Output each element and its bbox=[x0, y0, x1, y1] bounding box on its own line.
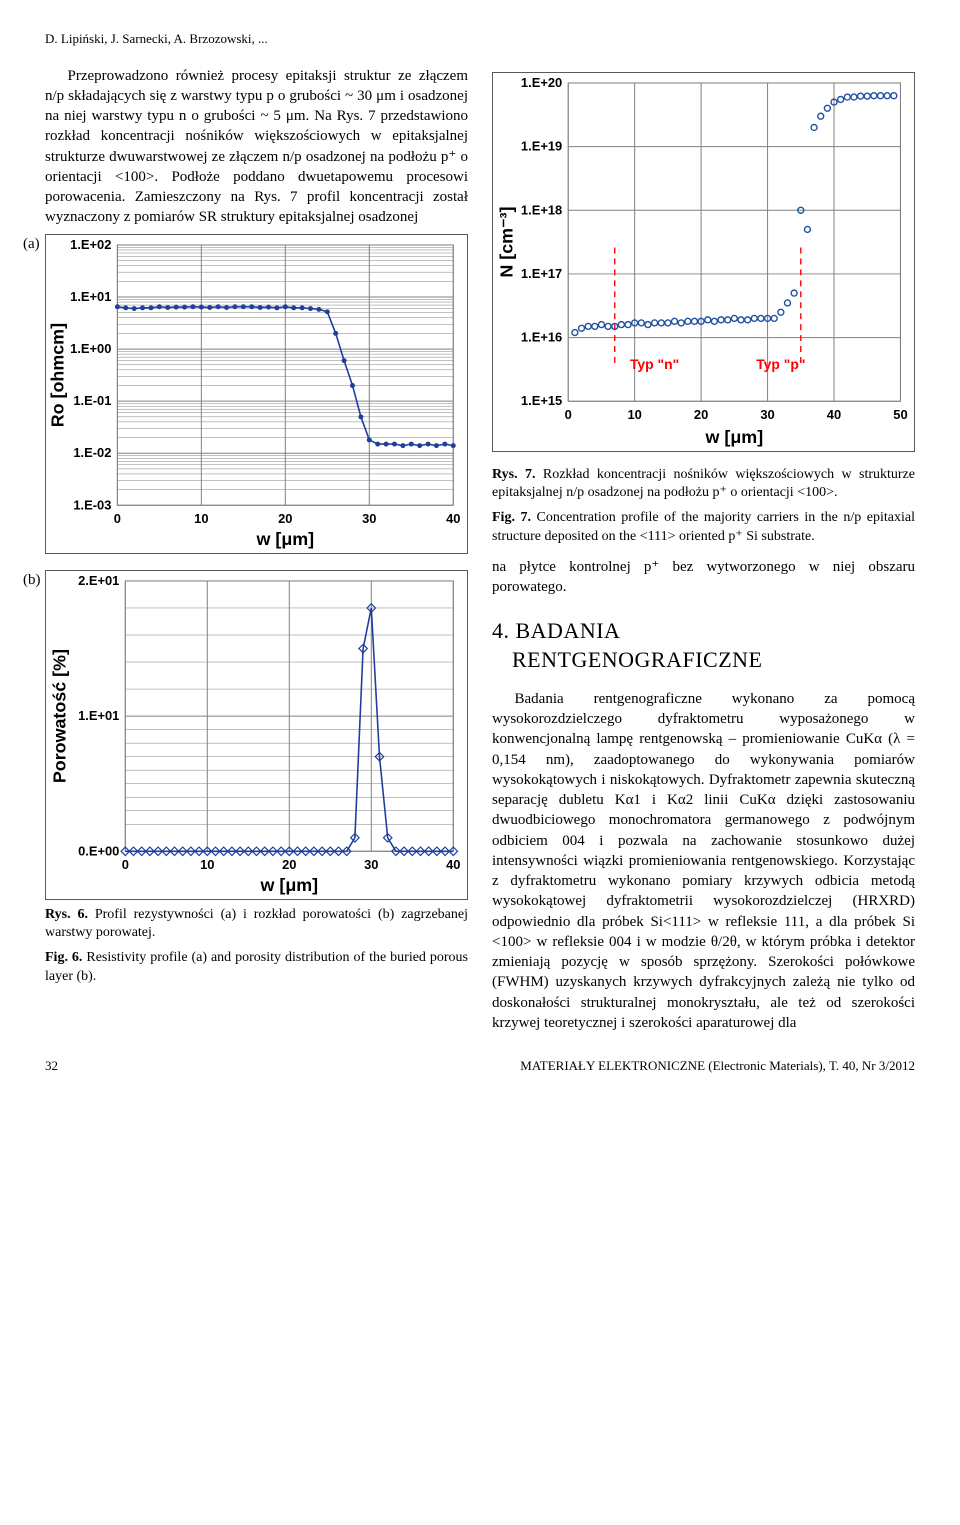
svg-text:1.E-01: 1.E-01 bbox=[73, 393, 111, 408]
section-4-l1: BADANIA bbox=[516, 618, 621, 643]
svg-text:0.E+00: 0.E+00 bbox=[78, 843, 119, 858]
svg-text:20: 20 bbox=[278, 511, 292, 526]
svg-text:1.E+01: 1.E+01 bbox=[70, 289, 111, 304]
svg-text:1.E+16: 1.E+16 bbox=[521, 329, 562, 344]
chart-b: 0.E+00 1.E+01 2.E+01 0 10 20 30 40 Porowatość [%… bbox=[45, 570, 468, 900]
left-column: Przeprowadzono również procesy epitaksji… bbox=[45, 66, 468, 1034]
svg-text:1.E+18: 1.E+18 bbox=[521, 202, 562, 217]
svg-text:30: 30 bbox=[364, 857, 378, 872]
svg-text:1.E-02: 1.E-02 bbox=[73, 445, 111, 460]
section-4-l2: RENTGENOGRAFICZNE bbox=[492, 647, 763, 672]
svg-text:w [μm]: w [μm] bbox=[705, 427, 764, 447]
svg-text:N [cm⁻³]: N [cm⁻³] bbox=[497, 206, 517, 277]
caption-7-en: Fig. 7. Concentration profile of the maj… bbox=[492, 509, 915, 547]
svg-text:1.E+15: 1.E+15 bbox=[521, 393, 562, 408]
caption-6-pl-text: Profil rezystywności (a) i rozkład porow… bbox=[45, 907, 468, 941]
svg-text:0: 0 bbox=[122, 857, 129, 872]
svg-text:Ro [ohmcm]: Ro [ohmcm] bbox=[48, 323, 68, 427]
caption-6-en-text: Resistivity profile (a) and porosity dis… bbox=[45, 950, 468, 984]
caption-7-en-head: Fig. 7. bbox=[492, 510, 531, 525]
two-column-layout: Przeprowadzono również procesy epitaksji… bbox=[45, 66, 915, 1034]
svg-text:Typ "n": Typ "n" bbox=[630, 356, 679, 372]
svg-text:30: 30 bbox=[760, 407, 774, 422]
svg-text:0: 0 bbox=[565, 407, 572, 422]
para-right-3: Badania rentgenograficzne wykonano za po… bbox=[492, 689, 915, 1033]
svg-text:1.E+01: 1.E+01 bbox=[78, 708, 119, 723]
caption-6-en-head: Fig. 6. bbox=[45, 950, 82, 965]
svg-text:1.E+19: 1.E+19 bbox=[521, 138, 562, 153]
svg-text:10: 10 bbox=[200, 857, 214, 872]
svg-text:50: 50 bbox=[893, 407, 907, 422]
caption-7-en-text: Concentration profile of the majority ca… bbox=[492, 510, 915, 544]
caption-6-pl-head: Rys. 6. bbox=[45, 907, 88, 922]
svg-text:1.E+17: 1.E+17 bbox=[521, 265, 562, 280]
chart-r: 1.E+15 1.E+16 1.E+17 1.E+18 1.E+19 1.E+20 0 10 2… bbox=[492, 72, 915, 452]
section-4-num: 4. bbox=[492, 618, 510, 643]
svg-text:Typ "p": Typ "p" bbox=[756, 356, 805, 372]
caption-6-en: Fig. 6. Resistivity profile (a) and poro… bbox=[45, 949, 468, 987]
svg-text:20: 20 bbox=[694, 407, 708, 422]
svg-text:w [μm]: w [μm] bbox=[259, 875, 318, 895]
svg-text:Porowatość [%]: Porowatość [%] bbox=[50, 649, 70, 783]
section-4-heading: 4. BADANIA RENTGENOGRAFICZNE bbox=[492, 616, 915, 675]
right-column: 1.E+15 1.E+16 1.E+17 1.E+18 1.E+19 1.E+20 0 10 2… bbox=[492, 66, 915, 1034]
svg-text:w [μm]: w [μm] bbox=[256, 529, 315, 549]
footer-page-number: 32 bbox=[45, 1057, 58, 1075]
header-authors: D. Lipiński, J. Sarnecki, A. Brzozowski,… bbox=[45, 30, 915, 48]
page-footer: 32 MATERIAŁY ELEKTRONICZNE (Electronic M… bbox=[45, 1057, 915, 1075]
panel-label-b: (b) bbox=[23, 570, 41, 590]
chart-a: 1.E-03 1.E-02 1.E-01 1.E+00 1.E+01 1.E+02 0 10 2… bbox=[45, 234, 468, 554]
svg-text:1.E-03: 1.E-03 bbox=[73, 497, 111, 512]
svg-text:20: 20 bbox=[282, 857, 296, 872]
svg-text:40: 40 bbox=[446, 511, 460, 526]
svg-text:10: 10 bbox=[627, 407, 641, 422]
caption-7-pl: Rys. 7. Rozkład koncentracji nośników wi… bbox=[492, 466, 915, 504]
para-right-2: na płytce kontrolnej p⁺ bez wytworzonego… bbox=[492, 557, 915, 598]
svg-text:1.E+00: 1.E+00 bbox=[70, 341, 111, 356]
svg-text:0: 0 bbox=[114, 511, 121, 526]
svg-text:30: 30 bbox=[362, 511, 376, 526]
footer-journal: MATERIAŁY ELEKTRONICZNE (Electronic Mate… bbox=[520, 1057, 915, 1075]
svg-text:10: 10 bbox=[194, 511, 208, 526]
caption-7-pl-head: Rys. 7. bbox=[492, 467, 535, 482]
svg-text:40: 40 bbox=[446, 857, 460, 872]
svg-text:1.E+20: 1.E+20 bbox=[521, 74, 562, 89]
para-left-1: Przeprowadzono również procesy epitaksji… bbox=[45, 66, 468, 228]
panel-label-a: (a) bbox=[23, 234, 40, 254]
caption-6-pl: Rys. 6. Profil rezystywności (a) i rozkł… bbox=[45, 906, 468, 944]
svg-text:40: 40 bbox=[827, 407, 841, 422]
svg-text:2.E+01: 2.E+01 bbox=[78, 572, 119, 587]
caption-7-pl-text: Rozkład koncentracji nośników większości… bbox=[492, 467, 915, 501]
svg-text:1.E+02: 1.E+02 bbox=[70, 236, 111, 251]
